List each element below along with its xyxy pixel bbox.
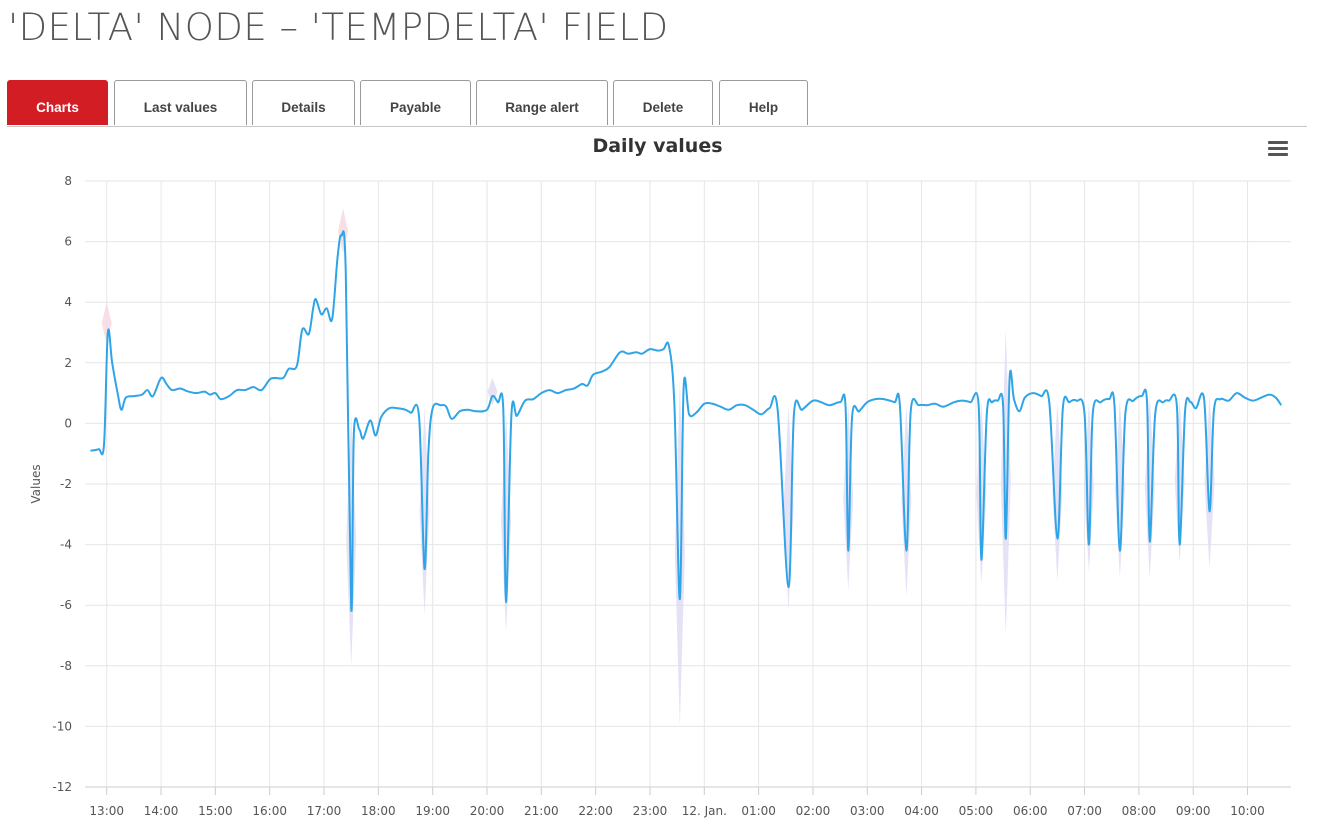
x-tick-label: 17:00: [307, 804, 342, 818]
range-band: [843, 405, 854, 591]
tab-bar: Charts Last values Details Payable Range…: [7, 80, 1307, 127]
x-tick-label: 21:00: [524, 804, 559, 818]
y-tick-label: 0: [64, 416, 72, 430]
y-tick-label: -10: [52, 719, 72, 733]
x-tick-label: 08:00: [1122, 804, 1157, 818]
x-tick-label: 09:00: [1176, 804, 1211, 818]
tab-delete[interactable]: Delete: [613, 80, 713, 125]
x-tick-label: 10:00: [1230, 804, 1265, 818]
chart-title: Daily values: [592, 135, 723, 157]
x-tick-label: 07:00: [1067, 804, 1102, 818]
x-tick-label: 20:00: [470, 804, 505, 818]
x-tick-label: 03:00: [850, 804, 885, 818]
x-tick-label: 19:00: [415, 804, 450, 818]
y-tick-label: 8: [64, 174, 72, 188]
tab-details[interactable]: Details: [252, 80, 355, 125]
range-band: [419, 408, 430, 615]
range-band: [674, 380, 685, 727]
tab-range-alert[interactable]: Range alert: [476, 80, 608, 125]
y-tick-label: -12: [52, 780, 72, 794]
x-tick-label: 12. Jan.: [682, 804, 727, 818]
y-tick-label: -8: [60, 659, 72, 673]
x-tick-label: 05:00: [959, 804, 994, 818]
x-tick-label: 15:00: [198, 804, 233, 818]
y-tick-label: 4: [64, 295, 72, 309]
y-tick-label: 6: [64, 235, 72, 249]
range-band: [487, 377, 498, 406]
x-tick-label: 01:00: [741, 804, 776, 818]
tab-charts[interactable]: Charts: [7, 80, 108, 125]
x-tick-label: 13:00: [89, 804, 124, 818]
page-title: 'DELTA' NODE – 'TEMPDELTA' FIELD: [8, 6, 669, 49]
series-line: [90, 230, 1283, 612]
chart-container: 8 6 4 2 0 -2 -4 -6 -8 -10 -12 13:00 14:00 15:00 16:00 1…: [0, 127, 1323, 824]
x-tick-label: 23:00: [633, 804, 668, 818]
y-tick-label: 2: [64, 356, 72, 370]
range-band: [1052, 402, 1063, 581]
x-tick-label: 16:00: [252, 804, 287, 818]
x-tick-label: 02:00: [796, 804, 831, 818]
y-tick-label: -2: [60, 477, 72, 491]
range-band: [1114, 399, 1125, 578]
y-tick-label: -4: [60, 538, 72, 552]
tab-payable[interactable]: Payable: [360, 80, 471, 125]
y-axis-title: Values: [29, 464, 43, 503]
x-tick-label: 04:00: [904, 804, 939, 818]
x-tick-label: 22:00: [578, 804, 613, 818]
y-tick-label: -6: [60, 598, 72, 612]
daily-values-chart: 8 6 4 2 0 -2 -4 -6 -8 -10 -12 13:00 14:00 15:00 16:00 1…: [29, 174, 1291, 818]
tab-help[interactable]: Help: [719, 80, 808, 125]
hamburger-menu-icon[interactable]: [1268, 141, 1288, 157]
x-tick-label: 18:00: [361, 804, 396, 818]
range-band: [501, 411, 512, 633]
tab-last-values[interactable]: Last values: [114, 80, 247, 125]
range-band: [1083, 402, 1094, 572]
x-tick-label: 06:00: [1013, 804, 1048, 818]
x-tick-label: 14:00: [144, 804, 179, 818]
